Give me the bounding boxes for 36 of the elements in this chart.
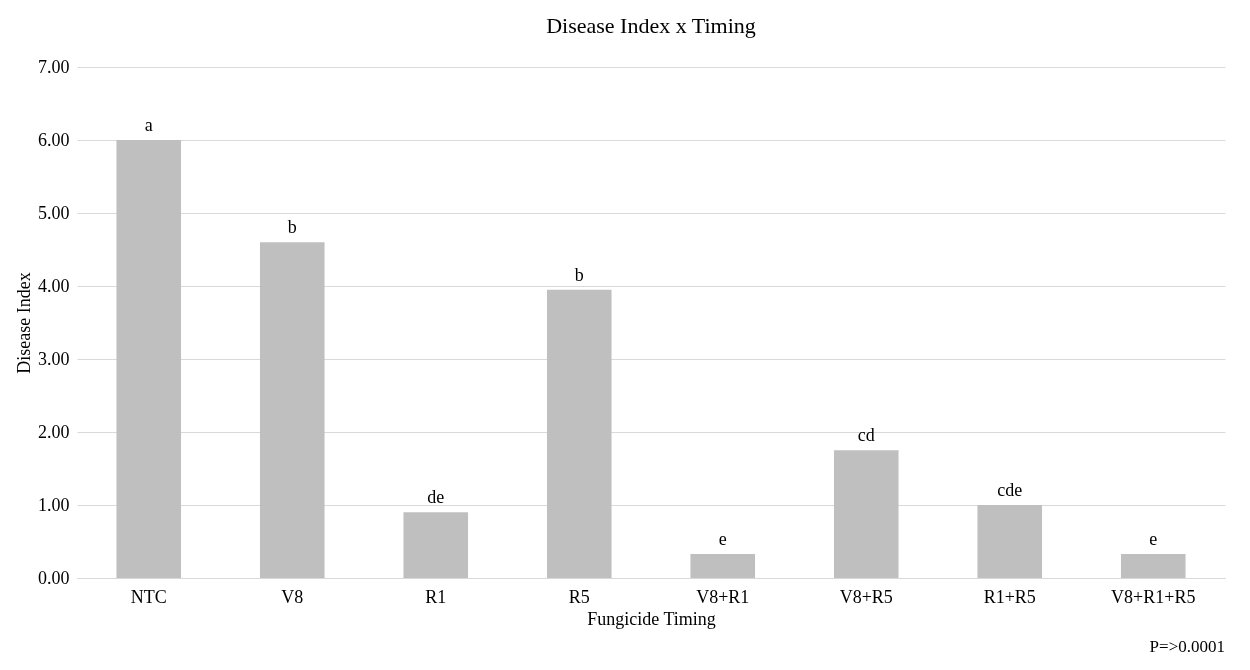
text: P=>0.0001 (1149, 637, 1225, 656)
y-tick-label: 2.00 (38, 421, 70, 442)
x-tick-label: V8 (281, 586, 304, 607)
y-tick-label: 7.00 (38, 56, 70, 77)
x-axis-title: Fungicide Timing (587, 608, 716, 629)
x-tick-label: R1+R5 (983, 586, 1036, 607)
bar (403, 512, 469, 578)
bar (690, 553, 756, 578)
x-tick-label: V8+R1 (696, 586, 750, 607)
y-axis-title: Disease Index (14, 272, 34, 374)
bar (977, 505, 1043, 578)
data-label: b (574, 264, 584, 285)
bar (546, 289, 612, 578)
x-tick-label: R5 (568, 586, 590, 607)
x-tick-label: V8+R5 (839, 586, 893, 607)
y-tick-label: 1.00 (38, 494, 70, 515)
bar (116, 140, 182, 578)
data-label: de (427, 487, 445, 508)
y-tick-label: 6.00 (38, 129, 70, 150)
data-label: b (287, 217, 297, 238)
y-tick-label: 5.00 (38, 202, 70, 223)
bar (1120, 553, 1186, 578)
bar (259, 242, 325, 578)
data-label: cde (997, 480, 1023, 500)
x-tick-label: NTC (130, 586, 167, 607)
y-tick-label: 3.00 (38, 348, 70, 369)
chart-title: Disease Index x Timing (546, 13, 756, 38)
data-label: e (718, 528, 727, 549)
data-label: a (144, 115, 153, 135)
x-tick-label: V8+R1+R5 (1111, 586, 1196, 607)
x-tick-label: R1 (425, 586, 447, 607)
y-tick-label: 4.00 (38, 275, 70, 296)
data-label: e (1149, 528, 1158, 549)
bar (833, 450, 899, 578)
data-label: cd (857, 425, 875, 446)
y-tick-label: 0.00 (38, 567, 70, 588)
